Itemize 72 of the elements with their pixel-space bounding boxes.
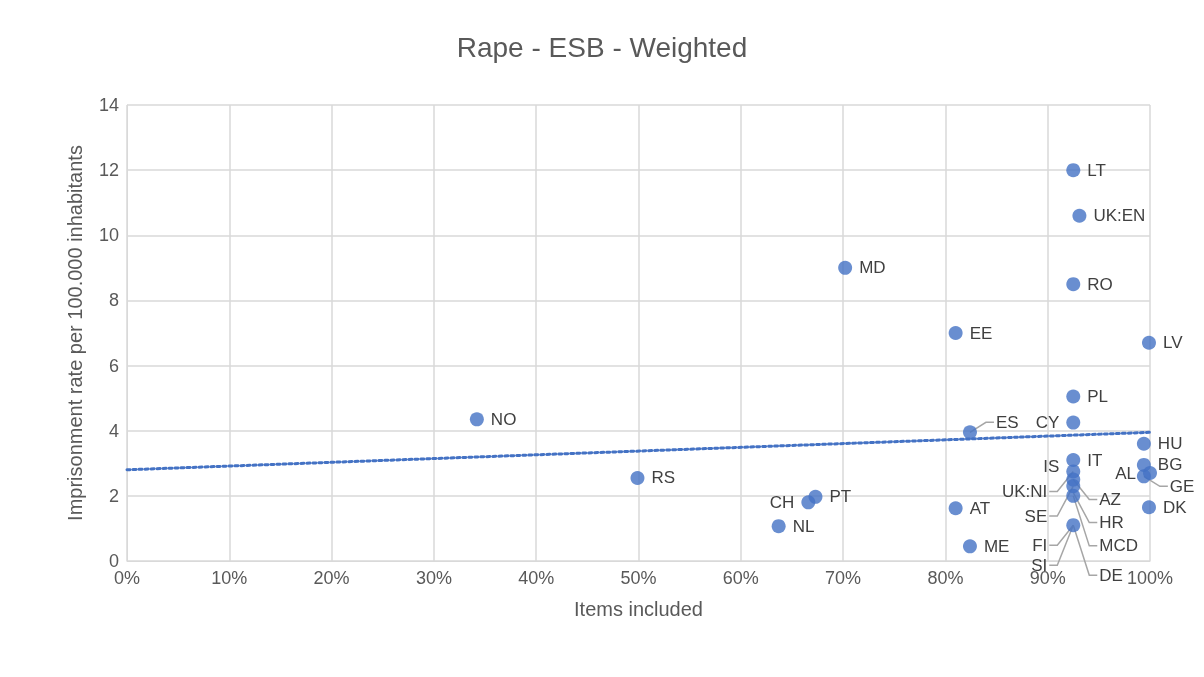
annotation: IS — [1043, 457, 1060, 477]
annotation: MCD — [1099, 536, 1138, 556]
annotation: ME — [983, 536, 1010, 556]
annotation: RO — [1087, 274, 1113, 294]
y-axis-title: Imprisonment rate per 100.000 inhabitants — [64, 145, 86, 521]
annotation: PL — [1087, 387, 1109, 407]
y-tick-label: 0 — [108, 551, 119, 571]
annotation: UK:EN — [1093, 206, 1146, 226]
y-tick-label: 12 — [98, 160, 119, 181]
point — [469, 412, 484, 427]
annotation: FI — [1032, 535, 1048, 555]
annotation: BG — [1157, 455, 1183, 475]
x-tick-label: 80% — [927, 568, 964, 588]
y-tick-label: 8 — [108, 290, 119, 311]
annotation: DK — [1162, 497, 1188, 517]
y-tick-label: 2 — [108, 485, 119, 506]
annotation: MD — [859, 258, 886, 278]
annotation: LT — [1087, 160, 1106, 180]
annotation: AZ — [1099, 490, 1122, 510]
y-tick-label: 4 — [108, 420, 119, 441]
point — [1066, 163, 1081, 178]
x-tick-label: 60% — [722, 568, 759, 588]
x-tick-label: 20% — [313, 568, 350, 588]
y-tick-label: 10 — [98, 225, 119, 246]
point — [948, 326, 963, 340]
point — [1066, 488, 1081, 503]
x-tick-label: 100% — [1126, 568, 1174, 588]
point — [962, 539, 977, 554]
annotation: RS — [651, 468, 676, 488]
annotation: AL — [1115, 463, 1136, 483]
annotation: ES — [995, 412, 1019, 432]
annotation: CY — [1035, 413, 1060, 433]
x-tick-label: 70% — [825, 568, 862, 588]
point — [838, 260, 853, 275]
annotation: SE — [1024, 506, 1048, 526]
point — [1141, 500, 1156, 515]
annotation: HR — [1099, 513, 1124, 533]
point — [630, 470, 645, 485]
point — [1066, 415, 1081, 430]
point — [948, 501, 963, 516]
point — [962, 425, 977, 440]
point — [1066, 453, 1081, 468]
annotation: NL — [792, 516, 815, 536]
annotation: AT — [969, 498, 991, 518]
annotation: LV — [1162, 333, 1184, 353]
point — [801, 495, 816, 510]
annotation: PT — [829, 487, 852, 507]
point — [771, 519, 786, 534]
point — [1136, 469, 1151, 484]
x-tick-label: 40% — [518, 568, 555, 588]
x-tick-label: 10% — [211, 568, 248, 588]
point — [1072, 208, 1087, 223]
point — [1066, 389, 1081, 404]
annotation: EE — [969, 323, 993, 343]
point — [1141, 335, 1156, 350]
annotation: HU — [1157, 434, 1183, 454]
annotation: NO — [490, 409, 517, 429]
y-tick-label: 6 — [108, 355, 119, 376]
chart-title: Rape - ESB - Weighted — [456, 31, 748, 63]
point — [1136, 436, 1151, 451]
annotation: CH — [769, 492, 795, 512]
x-tick-label: 0% — [113, 568, 141, 588]
point — [1066, 277, 1081, 292]
point — [1066, 518, 1081, 533]
y-tick-label: 14 — [98, 95, 119, 115]
x-tick-label: 50% — [620, 568, 657, 588]
annotation: IT — [1087, 450, 1103, 470]
annotation: DE — [1099, 565, 1123, 585]
annotation: GE — [1169, 476, 1195, 496]
annotation: UK:NI — [1001, 481, 1048, 501]
x-tick-label: 30% — [415, 568, 452, 588]
x-axis-title: Items included — [574, 598, 703, 620]
